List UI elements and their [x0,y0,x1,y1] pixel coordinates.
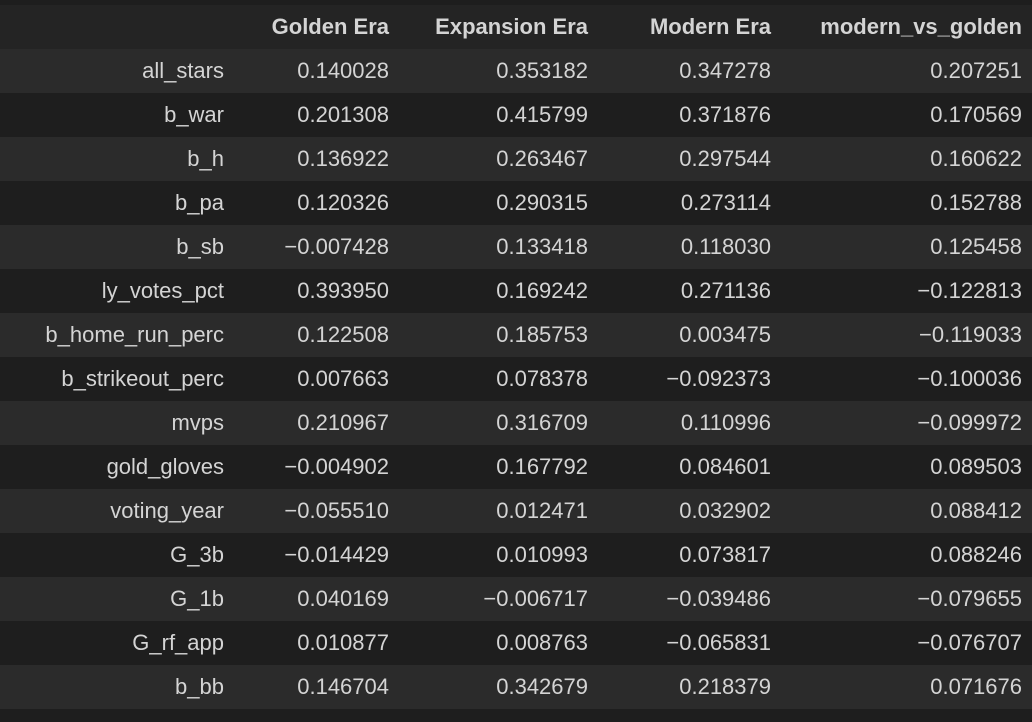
cell-expansion-era: 0.012471 [399,489,601,533]
cell-golden-era: −0.014429 [236,533,399,577]
cell-modern-era: 0.271136 [601,269,771,313]
column-header-modern-era: Modern Era [601,5,771,49]
cell-modern-era: 0.218379 [601,665,771,709]
cell-expansion-era: 0.185753 [399,313,601,357]
cell-golden-era: 0.122508 [236,313,399,357]
cell-expansion-era: 0.353182 [399,49,601,93]
cell-expansion-era: 0.415799 [399,93,601,137]
row-index-label: G_1b [0,577,236,621]
cell-modern-era: 0.297544 [601,137,771,181]
cell-modern-era: 0.032902 [601,489,771,533]
column-header-golden-era: Golden Era [236,5,399,49]
table-row: b_war 0.201308 0.415799 0.371876 0.170569 [0,93,1032,137]
cell-modern-vs-golden: 0.088412 [771,489,1032,533]
cell-modern-era: 0.347278 [601,49,771,93]
cell-expansion-era: 0.316709 [399,401,601,445]
cell-modern-era: 0.371876 [601,93,771,137]
row-index-label: b_home_run_perc [0,313,236,357]
row-index-label: gold_gloves [0,445,236,489]
row-index-label: b_pa [0,181,236,225]
cell-golden-era: 0.146704 [236,665,399,709]
cell-modern-era: 0.118030 [601,225,771,269]
cell-modern-vs-golden: 0.071676 [771,665,1032,709]
row-index-label: b_h [0,137,236,181]
table-row: b_h 0.136922 0.263467 0.297544 0.160622 [0,137,1032,181]
table-row: b_home_run_perc 0.122508 0.185753 0.003475−… [0,313,1032,357]
column-header-expansion-era: Expansion Era [399,5,601,49]
cell-expansion-era: 0.263467 [399,137,601,181]
cell-modern-era: 0.073817 [601,533,771,577]
cell-golden-era: 0.201308 [236,93,399,137]
cell-modern-vs-golden: 0.152788 [771,181,1032,225]
cell-golden-era: 0.140028 [236,49,399,93]
cell-expansion-era: 0.133418 [399,225,601,269]
cell-golden-era: −0.004902 [236,445,399,489]
cell-modern-vs-golden: 0.088246 [771,533,1032,577]
cell-golden-era: 0.007663 [236,357,399,401]
row-index-label: G_3b [0,533,236,577]
dataframe-table: Golden Era Expansion Era Modern Era mode… [0,5,1032,709]
cell-modern-vs-golden: −0.100036 [771,357,1032,401]
row-index-label: ly_votes_pct [0,269,236,313]
cell-expansion-era: 0.342679 [399,665,601,709]
cell-modern-era: 0.003475 [601,313,771,357]
cell-golden-era: 0.040169 [236,577,399,621]
cell-golden-era: 0.010877 [236,621,399,665]
cell-modern-vs-golden: 0.125458 [771,225,1032,269]
cell-modern-era: −0.092373 [601,357,771,401]
table-row: G_3b −0.014429 0.010993 0.073817 0.088246 [0,533,1032,577]
row-index-label: b_strikeout_perc [0,357,236,401]
cell-modern-era: 0.273114 [601,181,771,225]
cell-modern-era: −0.039486 [601,577,771,621]
cell-modern-vs-golden: 0.160622 [771,137,1032,181]
index-header [0,5,236,49]
cell-expansion-era: 0.008763 [399,621,601,665]
cell-expansion-era: 0.078378 [399,357,601,401]
table-row: voting_year −0.055510 0.012471 0.032902 0.08… [0,489,1032,533]
row-index-label: voting_year [0,489,236,533]
table-row: b_strikeout_perc 0.007663 0.078378 −0.09237… [0,357,1032,401]
row-index-label: G_rf_app [0,621,236,665]
table-row: b_pa 0.120326 0.290315 0.273114 0.152788 [0,181,1032,225]
cell-expansion-era: 0.167792 [399,445,601,489]
cell-modern-vs-golden: 0.089503 [771,445,1032,489]
cell-modern-era: 0.110996 [601,401,771,445]
cell-golden-era: 0.393950 [236,269,399,313]
row-index-label: all_stars [0,49,236,93]
table-row: G_rf_app 0.010877 0.008763 −0.065831 −0.0767… [0,621,1032,665]
cell-modern-era: 0.084601 [601,445,771,489]
row-index-label: b_bb [0,665,236,709]
table-body: all_stars 0.140028 0.353182 0.347278 0.20725… [0,49,1032,709]
cell-modern-vs-golden: −0.079655 [771,577,1032,621]
table-row: mvps 0.210967 0.316709 0.110996 −0.099972 [0,401,1032,445]
cell-expansion-era: 0.010993 [399,533,601,577]
cell-expansion-era: 0.290315 [399,181,601,225]
cell-golden-era: 0.120326 [236,181,399,225]
cell-modern-vs-golden: 0.170569 [771,93,1032,137]
cell-modern-vs-golden: 0.207251 [771,49,1032,93]
row-index-label: b_war [0,93,236,137]
cell-golden-era: 0.136922 [236,137,399,181]
cell-expansion-era: −0.006717 [399,577,601,621]
table-row: ly_votes_pct 0.393950 0.169242 0.271136 −0.1… [0,269,1032,313]
cell-golden-era: −0.055510 [236,489,399,533]
table-row: gold_gloves −0.004902 0.167792 0.084601 0.08… [0,445,1032,489]
table-row: b_sb −0.007428 0.133418 0.118030 0.125458 [0,225,1032,269]
cell-expansion-era: 0.169242 [399,269,601,313]
cell-modern-vs-golden: −0.076707 [771,621,1032,665]
header-row: Golden Era Expansion Era Modern Era mode… [0,5,1032,49]
cell-modern-era: −0.065831 [601,621,771,665]
cell-golden-era: 0.210967 [236,401,399,445]
table-row: b_bb 0.146704 0.342679 0.218379 0.071676 [0,665,1032,709]
row-index-label: mvps [0,401,236,445]
cell-golden-era: −0.007428 [236,225,399,269]
row-index-label: b_sb [0,225,236,269]
cell-modern-vs-golden: −0.119033 [771,313,1032,357]
table-row: G_1b 0.040169 −0.006717 −0.039486 −0.079655 [0,577,1032,621]
cell-modern-vs-golden: −0.099972 [771,401,1032,445]
column-header-modern-vs-golden: modern_vs_golden [771,5,1032,49]
cell-modern-vs-golden: −0.122813 [771,269,1032,313]
table-row: all_stars 0.140028 0.353182 0.347278 0.20725… [0,49,1032,93]
